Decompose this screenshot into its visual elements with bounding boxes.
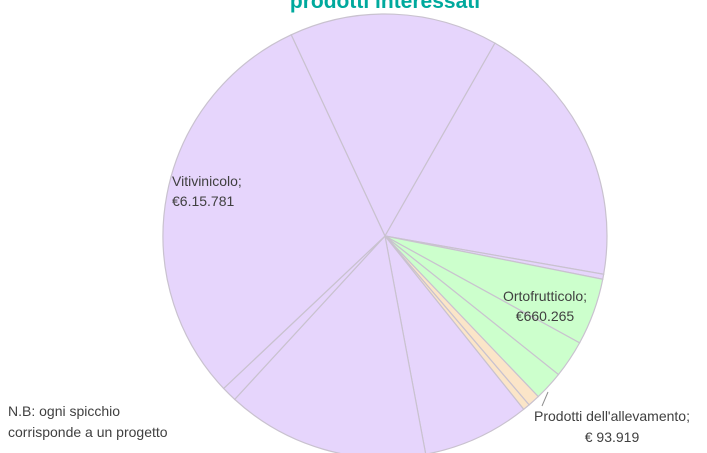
data-label: €660.265 xyxy=(516,308,575,324)
data-label: € 93.919 xyxy=(585,429,640,445)
annotation: N.B: ogni spicchio xyxy=(8,403,120,419)
pie-slice xyxy=(162,34,386,390)
pie-slice xyxy=(384,235,525,453)
pie-slice xyxy=(233,234,427,453)
chart-title: prodotti interessati xyxy=(290,0,480,13)
data-label: Prodotti dell'allevamento; xyxy=(534,408,690,424)
data-label: Ortofrutticolo; xyxy=(503,288,587,304)
data-label: Vitivinicolo; xyxy=(172,173,242,189)
data-label: €6.15.781 xyxy=(172,193,234,209)
pie xyxy=(162,13,608,453)
leader-line xyxy=(541,391,549,407)
pie-slice xyxy=(290,13,496,238)
annotation: corrisponde a un progetto xyxy=(8,424,168,440)
pie-slice xyxy=(384,42,608,275)
